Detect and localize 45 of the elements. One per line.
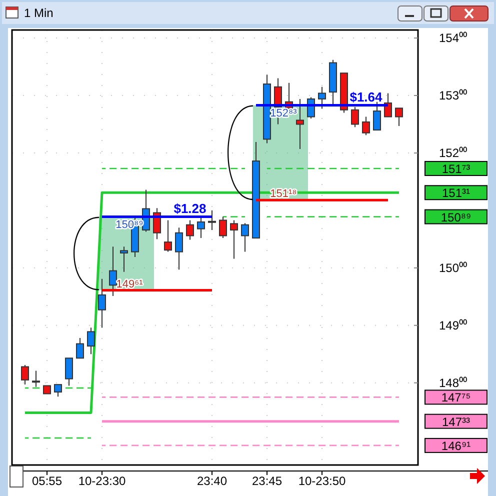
- annotation: $1.28: [174, 200, 206, 216]
- candlestick: [87, 327, 95, 355]
- candlestick: [318, 86, 326, 110]
- y-tick-label: 154⁰⁰: [438, 31, 468, 46]
- candlestick: [109, 246, 117, 297]
- candlestick: [32, 370, 40, 388]
- candlestick: [296, 98, 304, 150]
- y-tick-label: 153⁰⁰: [438, 88, 468, 103]
- candlestick: [384, 92, 392, 118]
- candlestick: [54, 384, 62, 398]
- text: 147³³: [442, 414, 470, 429]
- x-tick-label: 23:45: [252, 474, 282, 488]
- candlestick: [230, 220, 238, 260]
- candlestick: [241, 222, 249, 252]
- y-tick-label: 150⁰⁰: [438, 260, 468, 275]
- x-tick-label: 23:40: [196, 474, 228, 488]
- x-tick-label: 10-23:50: [298, 474, 346, 488]
- text: 147⁷⁵: [441, 390, 471, 405]
- candlestick: [21, 364, 29, 386]
- candlestick: [98, 278, 106, 328]
- candlestick: [362, 116, 370, 136]
- candlestick: [164, 220, 172, 252]
- text: 151⁷³: [442, 162, 470, 176]
- text: 151³¹: [442, 186, 470, 200]
- candlestick: [373, 101, 381, 130]
- candlestick: [65, 358, 73, 386]
- text: 150⁸⁹: [440, 210, 472, 224]
- candlestick: [351, 106, 359, 128]
- y-tick-label: 152⁰⁰: [438, 146, 468, 160]
- candlestick: [395, 108, 403, 126]
- candlestick: [186, 220, 194, 240]
- candlestick: [197, 217, 205, 239]
- annotation: 149⁶¹: [116, 278, 144, 290]
- x-tick-label: 05:55: [32, 474, 62, 488]
- x-tick-label: 10-23:30: [78, 474, 126, 488]
- candlestick: [76, 338, 84, 359]
- candlestick: [208, 210, 216, 230]
- candlestick: [219, 216, 227, 239]
- annotation: $1.64: [350, 89, 384, 104]
- y-tick-label: 148⁰⁰: [438, 376, 468, 390]
- text: 146⁹¹: [441, 438, 471, 453]
- y-tick-label: 149⁰⁰: [438, 318, 468, 332]
- chart-title: 1 Min: [24, 6, 54, 20]
- candlestick: [175, 227, 183, 270]
- candlestick: [120, 246, 128, 272]
